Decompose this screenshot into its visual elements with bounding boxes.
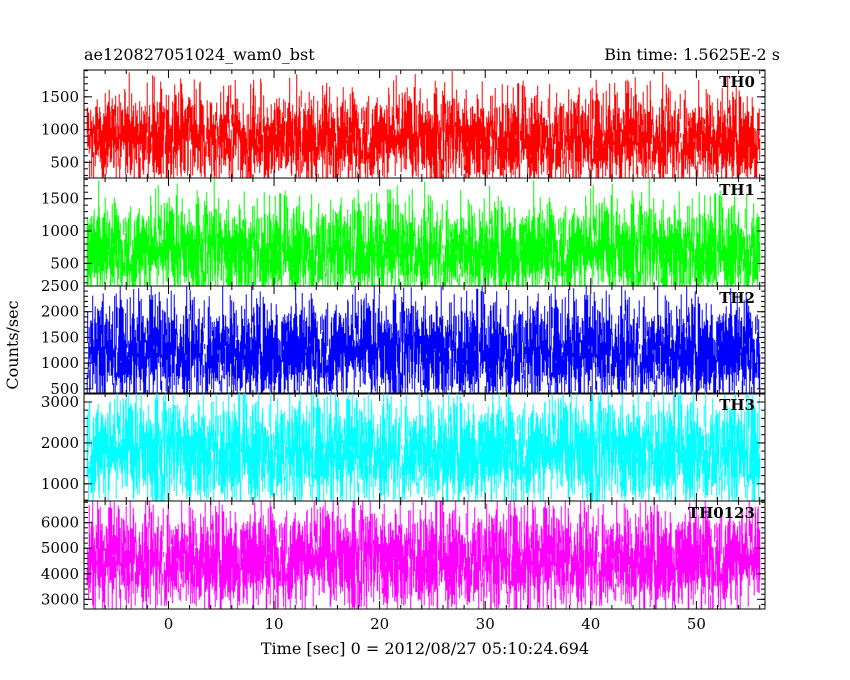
x-tick-label: 40 bbox=[581, 615, 600, 633]
panel-th2: 500 1000 1500 2000 2500 TH2 bbox=[41, 277, 766, 398]
y-tick-label: 500 bbox=[50, 380, 79, 398]
x-tick-label: 0 bbox=[164, 615, 174, 633]
panel-label: TH3 bbox=[719, 396, 755, 414]
panel-th0: 500 1000 1500 TH0 bbox=[41, 69, 766, 179]
y-tick-label: 5000 bbox=[41, 539, 79, 557]
y-tick-label: 1000 bbox=[41, 354, 79, 372]
panel-frame bbox=[83, 285, 766, 395]
chart-title-left: ae120827051024_wam0_bst bbox=[84, 45, 315, 64]
x-tick-label: 50 bbox=[687, 615, 706, 633]
trace-th0123 bbox=[86, 501, 761, 609]
panel-frame bbox=[83, 500, 766, 610]
y-tick-label: 1000 bbox=[41, 121, 79, 139]
y-tick-label: 2000 bbox=[41, 303, 79, 321]
y-tick-label: 2500 bbox=[41, 277, 79, 295]
panel-label: TH0123 bbox=[688, 504, 755, 522]
y-tick-label: 2000 bbox=[41, 434, 79, 452]
y-tick-label: 1000 bbox=[41, 475, 79, 493]
y-tick-label: 500 bbox=[50, 153, 79, 171]
x-tick-label: 10 bbox=[264, 615, 283, 633]
y-tick-label: 1000 bbox=[41, 222, 79, 240]
panel-label: TH2 bbox=[719, 289, 755, 307]
panel-th1: 500 1000 1500 TH1 bbox=[41, 177, 766, 287]
panel-th0123: 3000 4000 5000 6000 TH0123 bbox=[41, 500, 766, 610]
y-tick-label: 6000 bbox=[41, 514, 79, 532]
trace-th0 bbox=[86, 71, 761, 178]
y-tick-label: 500 bbox=[50, 254, 79, 272]
y-tick-label: 1500 bbox=[41, 328, 79, 346]
x-axis-label: Time [sec] 0 = 2012/08/27 05:10:24.694 bbox=[261, 639, 589, 658]
trace-th1 bbox=[86, 179, 761, 286]
y-tick-label: 3000 bbox=[41, 393, 79, 411]
y-axis-label: Counts/sec bbox=[3, 300, 22, 389]
y-tick-label: 3000 bbox=[41, 590, 79, 608]
y-tick-label: 4000 bbox=[41, 565, 79, 583]
x-tick-label: 30 bbox=[476, 615, 495, 633]
panel-th3: 1000 2000 3000 TH3 bbox=[41, 392, 766, 502]
chart-title-right: Bin time: 1.5625E-2 s bbox=[604, 45, 780, 64]
x-tick-label: 20 bbox=[370, 615, 389, 633]
trace-th3 bbox=[86, 393, 761, 501]
trace-th2 bbox=[86, 286, 761, 394]
y-tick-label: 1500 bbox=[41, 88, 79, 106]
panel-label: TH1 bbox=[719, 181, 755, 199]
panel-label: TH0 bbox=[719, 73, 755, 91]
y-tick-label: 1500 bbox=[41, 190, 79, 208]
